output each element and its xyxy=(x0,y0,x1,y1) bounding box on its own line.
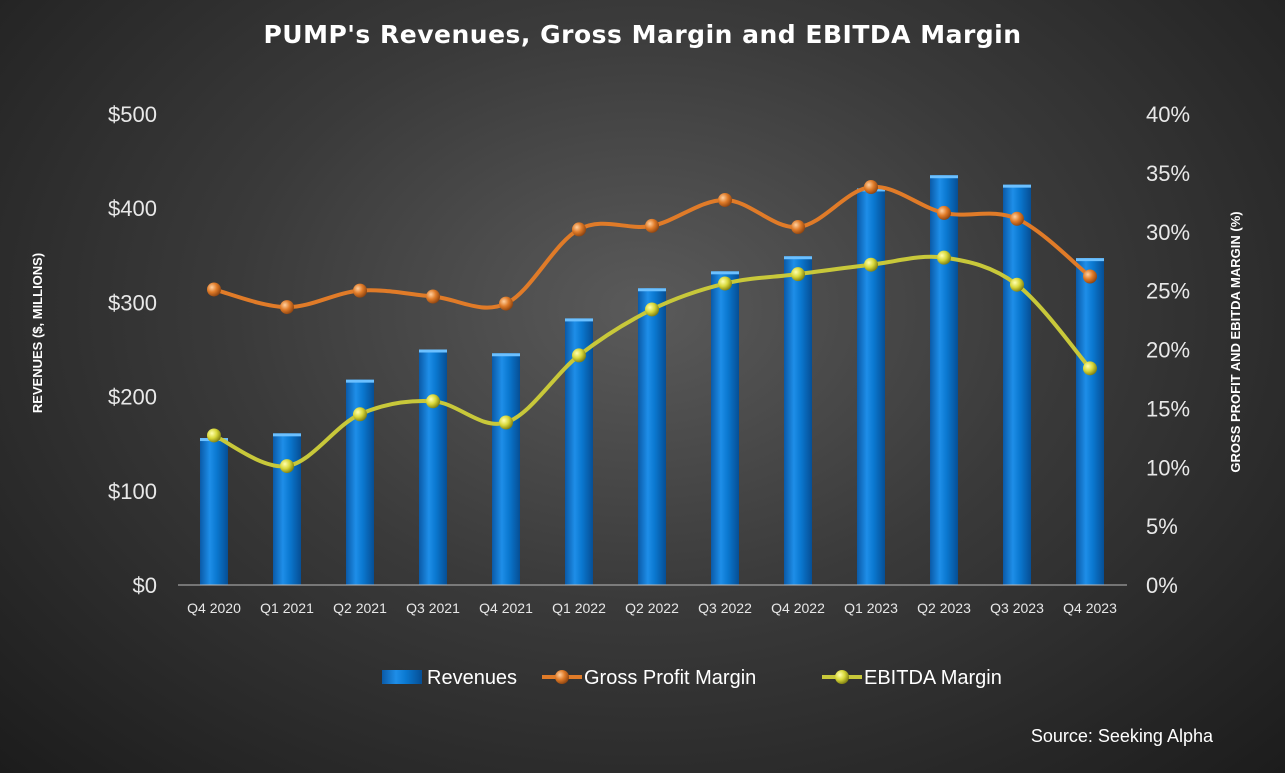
y-tick-label: $200 xyxy=(108,385,157,410)
revenue-bar-top xyxy=(1003,184,1031,188)
x-tick-label: Q4 2021 xyxy=(479,600,533,616)
x-tick-label: Q3 2023 xyxy=(990,600,1044,616)
ebitda-margin-point xyxy=(426,394,440,409)
revenue-bar xyxy=(492,353,520,585)
revenue-bar-top xyxy=(784,256,812,260)
x-tick-label: Q3 2021 xyxy=(406,600,460,616)
y-tick-label: $100 xyxy=(108,479,157,504)
x-tick-label: Q3 2022 xyxy=(698,600,752,616)
revenue-bar-top xyxy=(1076,258,1104,262)
gross-profit-margin-point xyxy=(718,192,732,207)
y2-tick-label: 10% xyxy=(1146,455,1190,480)
revenue-bar xyxy=(1003,184,1031,585)
gross-profit-margin-point xyxy=(426,289,440,304)
y2-tick-label: 35% xyxy=(1146,161,1190,186)
legend-marker xyxy=(835,670,849,684)
gross-profit-margin-point xyxy=(207,282,221,297)
ebitda-margin-point xyxy=(1010,277,1024,292)
legend-label: Revenues xyxy=(427,667,517,689)
revenue-bar-top xyxy=(419,349,447,353)
revenue-bar xyxy=(857,188,885,585)
revenue-bar-top xyxy=(565,318,593,322)
revenue-bar-top xyxy=(346,379,374,383)
y2-tick-label: 15% xyxy=(1146,396,1190,421)
revenue-bar xyxy=(419,349,447,585)
gross-profit-margin-point xyxy=(499,296,513,311)
x-tick-label: Q4 2020 xyxy=(187,600,241,616)
chart-title: PUMP's Revenues, Gross Margin and EBITDA… xyxy=(263,20,1022,49)
x-tick-label: Q4 2023 xyxy=(1063,600,1117,616)
x-tick-label: Q1 2023 xyxy=(844,600,898,616)
revenue-bar-top xyxy=(930,175,958,179)
ebitda-margin-point xyxy=(280,459,294,474)
revenue-bar xyxy=(273,433,301,585)
gross-profit-margin-point xyxy=(1083,269,1097,284)
revenue-bar-top xyxy=(273,433,301,437)
ebitda-margin-point xyxy=(937,250,951,265)
revenue-bar xyxy=(1076,258,1104,585)
x-tick-label: Q1 2022 xyxy=(552,600,606,616)
gross-profit-margin-point xyxy=(645,218,659,233)
revenue-bar xyxy=(711,271,739,585)
y-tick-label: $0 xyxy=(133,573,157,598)
revenue-bar xyxy=(200,438,228,585)
x-tick-label: Q2 2023 xyxy=(917,600,971,616)
ebitda-margin-point xyxy=(718,276,732,291)
x-tick-label: Q4 2022 xyxy=(771,600,825,616)
y2-tick-label: 25% xyxy=(1146,279,1190,304)
y2-tick-label: 20% xyxy=(1146,338,1190,363)
gross-profit-margin-point xyxy=(353,283,367,298)
y2-axis-label: GROSS PROFIT AND EBITDA MARGIN (%) xyxy=(1228,211,1243,472)
revenue-bar-top xyxy=(711,271,739,275)
source-note: Source: Seeking Alpha xyxy=(1030,726,1213,746)
y2-tick-label: 0% xyxy=(1146,573,1178,598)
y-tick-label: $300 xyxy=(108,290,157,315)
ebitda-margin-point xyxy=(791,267,805,282)
ebitda-margin-point xyxy=(864,257,878,272)
ebitda-margin-point xyxy=(353,407,367,422)
y-tick-label: $400 xyxy=(108,196,157,221)
y-axis-label: REVENUES ($, MILLIONS) xyxy=(30,253,45,413)
y2-tick-label: 5% xyxy=(1146,514,1178,539)
legend-label: EBITDA Margin xyxy=(864,667,1002,689)
gross-profit-margin-point xyxy=(572,222,586,237)
y-tick-label: $500 xyxy=(108,102,157,127)
legend-marker xyxy=(555,670,569,684)
gross-profit-margin-point xyxy=(280,300,294,315)
ebitda-margin-point xyxy=(572,348,586,363)
gross-profit-margin-point xyxy=(791,220,805,235)
revenue-bar xyxy=(638,288,666,585)
gross-profit-margin-point xyxy=(1010,211,1024,226)
revenue-bar-top xyxy=(638,288,666,292)
revenue-bar xyxy=(930,175,958,586)
gross-profit-margin-point xyxy=(937,205,951,220)
revenue-bar-top xyxy=(492,353,520,357)
y2-tick-label: 30% xyxy=(1146,220,1190,245)
gross-profit-margin-point xyxy=(864,180,878,195)
x-tick-label: Q2 2022 xyxy=(625,600,679,616)
ebitda-margin-point xyxy=(1083,361,1097,376)
revenue-bar xyxy=(784,256,812,585)
y2-tick-label: 40% xyxy=(1146,102,1190,127)
x-tick-label: Q1 2021 xyxy=(260,600,314,616)
ebitda-margin-point xyxy=(645,302,659,317)
legend-swatch-revenues xyxy=(382,670,422,684)
ebitda-margin-point xyxy=(207,428,221,443)
x-tick-label: Q2 2021 xyxy=(333,600,387,616)
legend-label: Gross Profit Margin xyxy=(584,667,756,689)
ebitda-margin-point xyxy=(499,415,513,430)
